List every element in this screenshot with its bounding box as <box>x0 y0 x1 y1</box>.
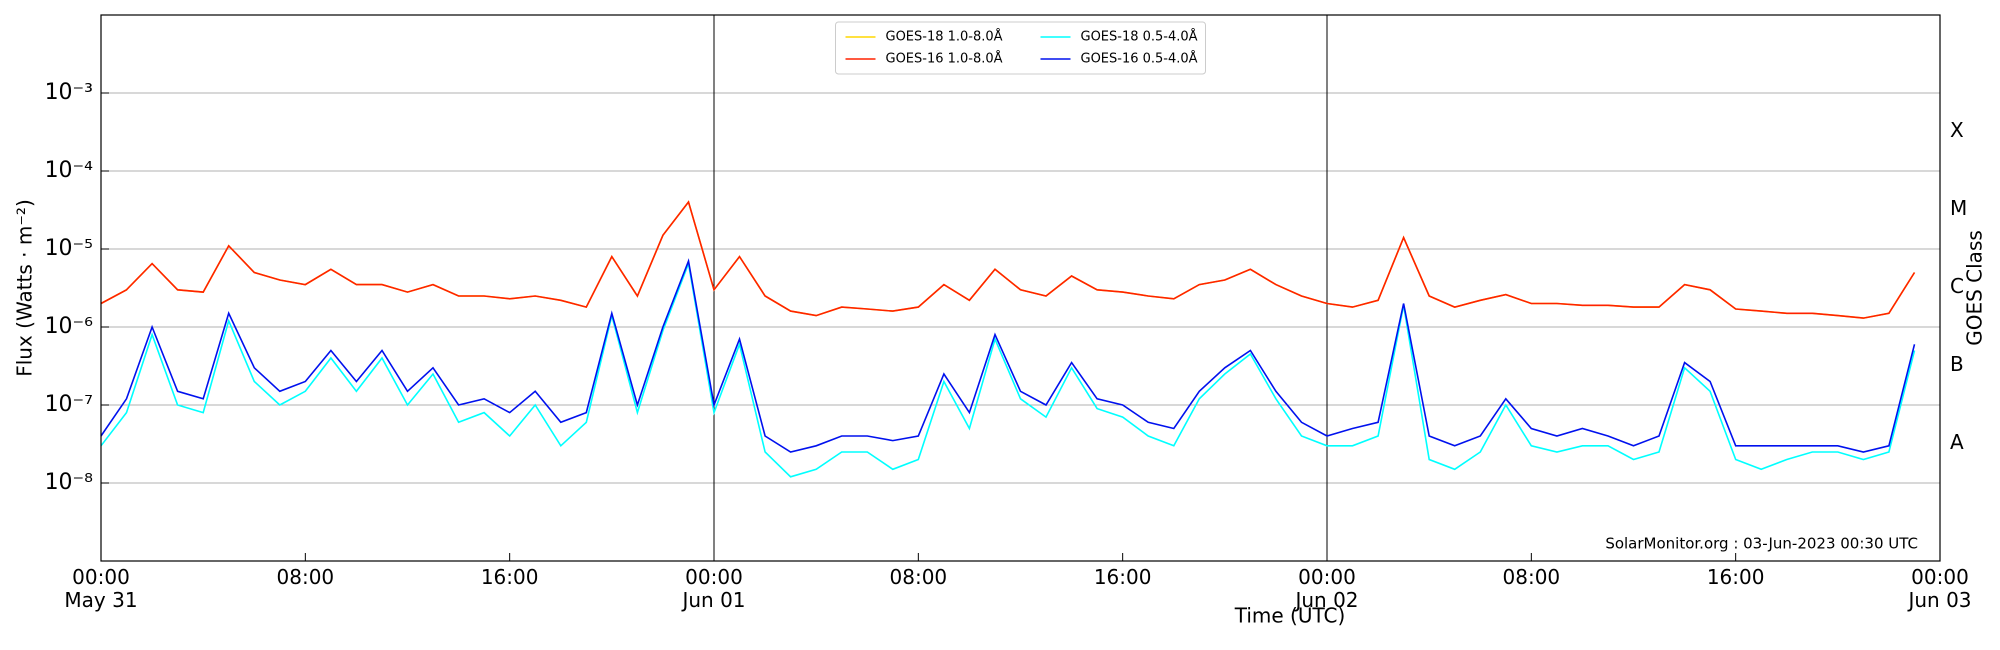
legend-label: GOES-18 0.5-4.0Å <box>1081 29 1198 45</box>
legend-box <box>835 21 1206 75</box>
y2-tick-label: A <box>1950 430 1964 454</box>
y-tick-label: 10⁻⁸ <box>45 470 94 495</box>
y-tick-label: 10⁻⁴ <box>45 158 94 183</box>
x-tick-label: 16:00 <box>480 565 539 589</box>
plot-frame <box>100 14 1941 562</box>
x-tick-label: 00:00 May 31 <box>64 565 138 612</box>
legend-label: GOES-16 1.0-8.0Å <box>886 51 1003 67</box>
x-axis-title: Time (UTC) <box>1234 604 1346 628</box>
y-tick-label: 10⁻⁷ <box>45 392 93 417</box>
annotation: SolarMonitor.org : 03-Jun-2023 00:30 UTC <box>1605 535 1918 553</box>
x-tick-label: 08:00 <box>1502 565 1561 589</box>
x-tick-label: 00:00 Jun 03 <box>1908 565 1972 612</box>
y2-tick-label: C <box>1950 274 1964 298</box>
x-tick-label: 00:00 Jun 01 <box>682 565 746 612</box>
series-line <box>100 200 1916 319</box>
y2-tick-label: B <box>1950 352 1964 376</box>
y2-tick-label: M <box>1950 196 1967 220</box>
series-line <box>100 200 1916 319</box>
x-tick-label: 08:00 <box>276 565 335 589</box>
legend-label: GOES-18 1.0-8.0Å <box>886 29 1003 45</box>
x-tick-label: 00:00 Jun 02 <box>1295 565 1359 612</box>
y2-axis-title: GOES Class <box>1963 230 1987 346</box>
y-axis-title: Flux (Watts · m⁻²) <box>13 199 37 377</box>
series-line <box>100 260 1916 478</box>
y-tick-label: 10⁻⁵ <box>45 236 93 261</box>
x-tick-label: 16:00 <box>1706 565 1765 589</box>
series-line <box>100 258 1916 453</box>
y-tick-label: 10⁻⁶ <box>45 314 94 339</box>
legend-label: GOES-16 0.5-4.0Å <box>1081 51 1198 67</box>
x-tick-label: 16:00 <box>1093 565 1152 589</box>
y-tick-label: 10⁻³ <box>45 80 93 105</box>
x-tick-label: 08:00 <box>889 565 948 589</box>
y2-tick-label: X <box>1950 118 1964 142</box>
